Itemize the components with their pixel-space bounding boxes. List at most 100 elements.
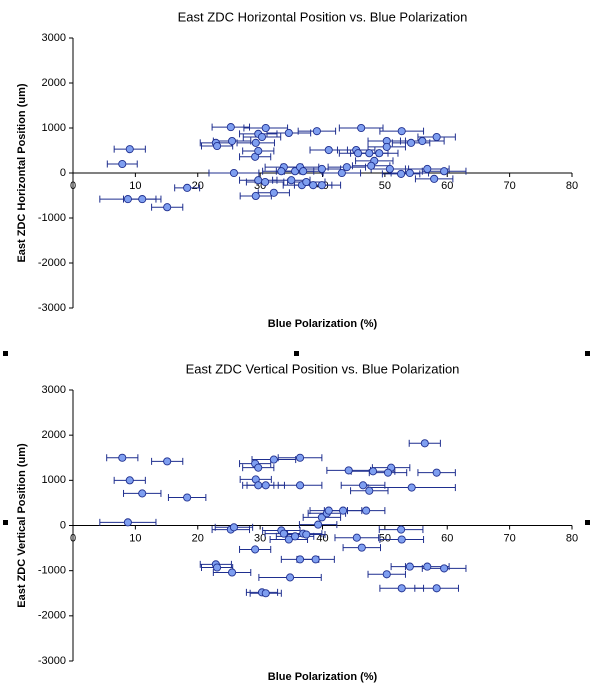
point bbox=[213, 141, 222, 151]
y-tick-label: 2000 bbox=[42, 429, 66, 441]
point bbox=[123, 195, 132, 204]
point bbox=[339, 506, 348, 515]
point bbox=[138, 195, 147, 204]
point bbox=[405, 562, 414, 571]
point bbox=[418, 136, 427, 146]
point bbox=[407, 138, 416, 147]
handle bbox=[585, 520, 590, 525]
point bbox=[251, 191, 260, 200]
x-tick-label: 50 bbox=[379, 532, 391, 544]
point bbox=[254, 146, 263, 155]
point bbox=[228, 136, 237, 146]
point bbox=[385, 164, 394, 173]
point bbox=[382, 570, 391, 579]
point bbox=[118, 159, 127, 169]
x-tick-label: 40 bbox=[316, 532, 328, 544]
y-tick-label: 3000 bbox=[42, 32, 66, 44]
x-tick-label: 80 bbox=[566, 532, 578, 544]
point bbox=[397, 535, 406, 544]
point bbox=[125, 145, 134, 154]
point bbox=[397, 127, 406, 136]
point bbox=[432, 584, 441, 593]
point bbox=[254, 481, 263, 490]
point bbox=[354, 149, 363, 158]
point bbox=[291, 532, 300, 541]
x-tick-label: 20 bbox=[192, 180, 204, 192]
point bbox=[254, 463, 263, 472]
x-tick-label: 60 bbox=[441, 180, 453, 192]
point bbox=[423, 164, 432, 173]
point bbox=[226, 123, 235, 132]
point bbox=[423, 562, 432, 571]
chart-title: East ZDC Vertical Position vs. Blue Pola… bbox=[186, 361, 460, 376]
point bbox=[286, 573, 295, 582]
point bbox=[295, 453, 305, 462]
point bbox=[261, 589, 270, 598]
y-axis-label: East ZDC Vertical Position (um) bbox=[16, 443, 28, 608]
x-tick-label: 80 bbox=[566, 180, 578, 192]
point bbox=[405, 168, 414, 178]
point bbox=[432, 468, 441, 477]
point bbox=[365, 149, 374, 158]
point bbox=[269, 455, 278, 464]
point bbox=[261, 177, 270, 187]
y-axis-label: East ZDC Horizontal Position (um) bbox=[16, 83, 28, 262]
point bbox=[138, 489, 147, 498]
point bbox=[397, 525, 406, 534]
point bbox=[254, 176, 263, 185]
handle bbox=[3, 351, 8, 356]
x-tick-label: 0 bbox=[70, 532, 76, 544]
point bbox=[257, 132, 267, 142]
y-tick-label: 1000 bbox=[42, 474, 66, 486]
x-tick-label: 60 bbox=[441, 532, 453, 544]
x-tick-label: 10 bbox=[129, 532, 141, 544]
y-tick-label: 0 bbox=[60, 167, 66, 179]
y-tick-label: 0 bbox=[60, 519, 66, 531]
point bbox=[183, 493, 192, 502]
point bbox=[123, 518, 132, 527]
y-tick-label: -1000 bbox=[38, 565, 66, 577]
point bbox=[367, 161, 376, 170]
point bbox=[314, 520, 323, 529]
point bbox=[337, 168, 346, 178]
point bbox=[125, 476, 134, 485]
point bbox=[397, 584, 406, 593]
point bbox=[183, 183, 192, 192]
point bbox=[163, 203, 172, 212]
point bbox=[342, 163, 351, 172]
point bbox=[375, 149, 384, 158]
y-tick-label: -2000 bbox=[38, 257, 66, 269]
handle bbox=[585, 351, 590, 356]
point bbox=[382, 142, 391, 151]
x-axis-label: Blue Polarization (%) bbox=[268, 671, 378, 683]
y-tick-label: -2000 bbox=[38, 610, 66, 622]
point bbox=[420, 439, 429, 448]
handle bbox=[294, 351, 299, 356]
point bbox=[118, 453, 127, 462]
point bbox=[251, 138, 260, 147]
point bbox=[407, 483, 416, 492]
x-tick-label: 20 bbox=[192, 532, 204, 544]
point bbox=[344, 466, 353, 475]
x-tick-label: 70 bbox=[504, 180, 516, 192]
point bbox=[163, 457, 172, 466]
point bbox=[269, 188, 278, 197]
point bbox=[352, 533, 361, 542]
point bbox=[228, 568, 237, 577]
point bbox=[299, 167, 308, 176]
point bbox=[261, 123, 270, 133]
point bbox=[251, 545, 260, 554]
handle bbox=[3, 520, 8, 525]
x-tick-label: 10 bbox=[129, 180, 141, 192]
x-tick-label: 50 bbox=[379, 180, 391, 192]
point bbox=[317, 181, 326, 190]
x-tick-label: 0 bbox=[70, 180, 76, 192]
point bbox=[309, 181, 318, 190]
point bbox=[432, 132, 441, 142]
point bbox=[440, 167, 449, 176]
point bbox=[365, 486, 374, 495]
point bbox=[287, 176, 296, 185]
point bbox=[368, 467, 378, 476]
point bbox=[213, 563, 222, 572]
point bbox=[229, 523, 238, 532]
